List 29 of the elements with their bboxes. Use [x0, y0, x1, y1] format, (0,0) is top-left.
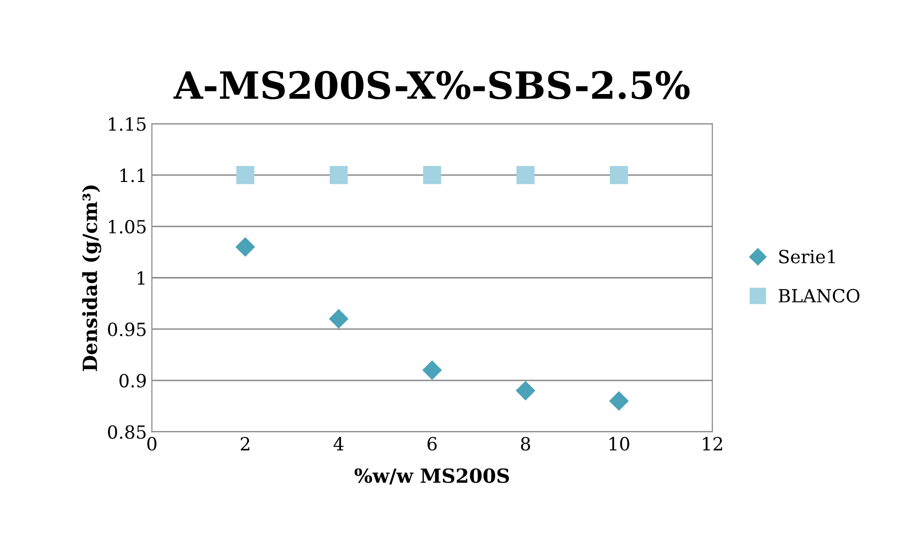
y-tick-label: 1.05	[109, 220, 146, 234]
point	[610, 166, 628, 184]
x-tick-label: 0	[147, 436, 156, 451]
x-tick-label: 12	[703, 436, 722, 450]
y-tick-label: 0.85	[108, 425, 146, 439]
legend-label: BLANCO	[778, 288, 860, 303]
y-axis-title: Densidad (g/cm³)	[82, 185, 102, 371]
y-tick-label: 1.1	[120, 168, 144, 182]
x-tick-label: 10	[610, 436, 630, 451]
legend-label: Serie1	[779, 250, 835, 264]
point	[422, 360, 442, 380]
x-axis-title: %w/w MS200S	[354, 468, 509, 485]
point	[330, 166, 348, 184]
y-tick-label: 1	[138, 271, 144, 285]
point	[516, 166, 535, 184]
x-tick-label: 6	[428, 436, 437, 451]
y-tick-label: 0.9	[119, 374, 146, 388]
chart-title: A-MS200S-X%-SBS-2.5%	[173, 70, 690, 100]
point	[609, 391, 628, 410]
y-tick-label: 1.15	[109, 117, 146, 131]
point	[236, 166, 254, 184]
point	[516, 381, 536, 400]
y-tick-label: 0.95	[108, 322, 146, 336]
point	[423, 166, 442, 184]
point	[236, 237, 255, 256]
x-tick-label: 2	[240, 436, 250, 450]
point	[329, 309, 348, 328]
x-tick-label: 8	[520, 436, 530, 451]
x-tick-label: 4	[334, 436, 344, 450]
